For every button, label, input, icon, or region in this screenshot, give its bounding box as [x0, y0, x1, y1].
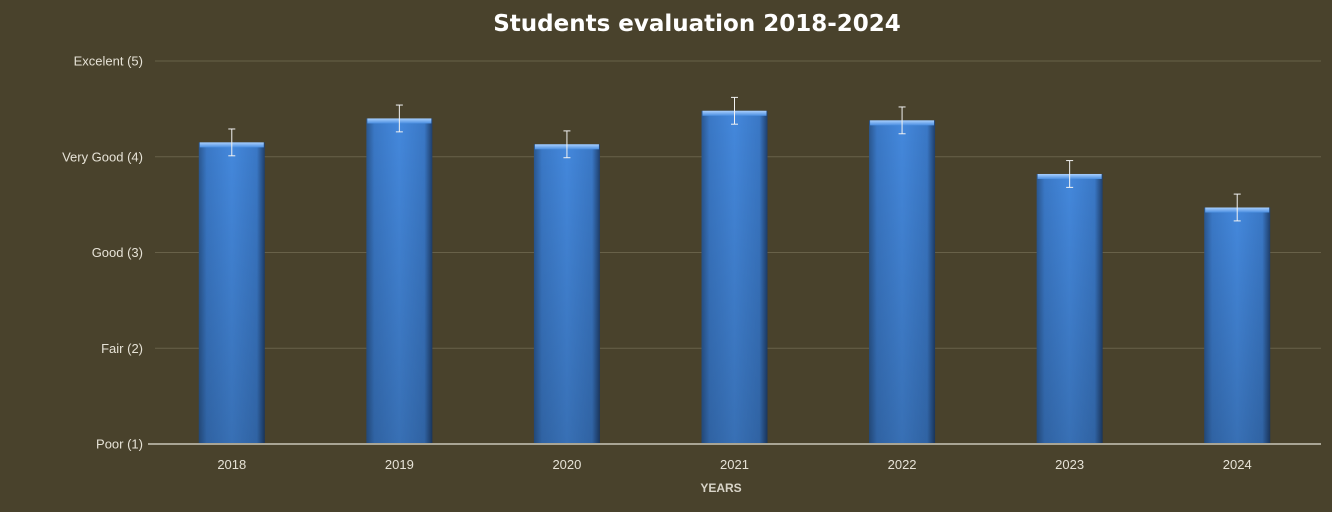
- chart-title: Students evaluation 2018-2024: [493, 11, 901, 37]
- bar: [1036, 173, 1103, 445]
- bar: [366, 118, 433, 444]
- x-tick-label: 2020: [552, 457, 581, 472]
- x-axis-ticks: 2018 2019 2020 2021 2022 2023 2024: [217, 457, 1251, 472]
- error-bar: [731, 96, 738, 125]
- x-axis-label: YEARS: [700, 481, 741, 495]
- y-tick-label: Excelent (5): [74, 54, 143, 69]
- bars: [198, 110, 1271, 445]
- error-bar: [1066, 160, 1074, 188]
- y-tick-label: Fair (2): [101, 341, 143, 356]
- error-bar: [228, 128, 236, 157]
- bar: [701, 110, 768, 444]
- x-tick-label: 2024: [1223, 457, 1252, 472]
- error-bar: [395, 104, 403, 133]
- error-bar: [898, 106, 906, 135]
- y-tick-label: Very Good (4): [62, 149, 143, 164]
- bar: [533, 144, 600, 445]
- error-bar: [1233, 193, 1241, 222]
- error-bars: [228, 96, 1241, 222]
- y-axis-ticks: Poor (1) Fair (2) Good (3) Very Good (4) Exc…: [62, 54, 143, 452]
- x-tick-label: 2021: [720, 457, 749, 472]
- bar: [198, 142, 265, 444]
- y-tick-label: Good (3): [92, 245, 143, 260]
- x-tick-label: 2019: [385, 457, 414, 472]
- x-tick-label: 2023: [1055, 457, 1084, 472]
- bar: [1204, 207, 1271, 444]
- y-tick-label: Poor (1): [96, 437, 143, 452]
- x-tick-label: 2018: [217, 457, 246, 472]
- error-bar: [563, 130, 571, 159]
- bar: [869, 120, 936, 445]
- x-tick-label: 2022: [888, 457, 917, 472]
